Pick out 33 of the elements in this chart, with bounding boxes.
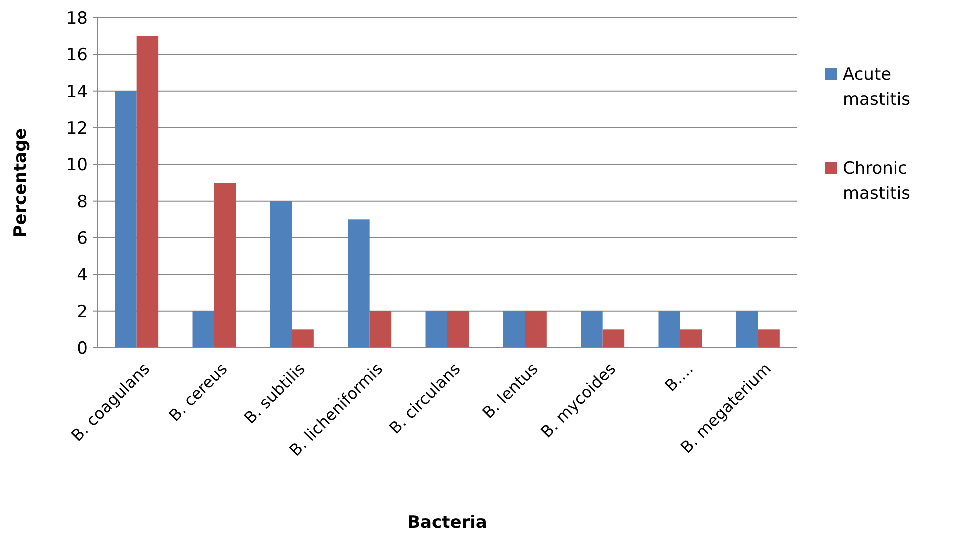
bar (192, 311, 214, 348)
bar (658, 311, 680, 348)
bar (426, 311, 448, 348)
bar (214, 183, 236, 348)
bar (503, 311, 526, 348)
y-tick-label: 10 (66, 156, 88, 176)
bar (370, 311, 392, 348)
y-tick-label: 16 (66, 46, 88, 66)
bar (448, 311, 470, 348)
y-tick-label: 14 (66, 82, 88, 102)
y-tick-label: 8 (77, 192, 88, 212)
y-axis-title: Percentage (11, 128, 31, 238)
y-tick-label: 12 (66, 118, 88, 139)
y-tick-label: 4 (77, 266, 88, 286)
y-tick-label: 6 (77, 228, 88, 249)
bar (602, 330, 625, 348)
bar (136, 36, 159, 348)
bar (348, 220, 370, 348)
bar (525, 311, 547, 348)
bar (736, 311, 758, 348)
x-axis-title: Bacteria (408, 513, 488, 533)
y-tick-label: 18 (66, 8, 88, 29)
legend-label: Chronic mastitis (843, 158, 911, 204)
bar (270, 201, 292, 348)
legend-label: Acute mastitis (843, 64, 911, 110)
bar (680, 330, 702, 348)
bar (758, 330, 780, 348)
bar (292, 330, 314, 348)
x-tick-label: B.… (661, 359, 698, 396)
y-tick-label: 2 (77, 302, 88, 322)
bar (115, 91, 137, 348)
bar (581, 311, 603, 348)
y-tick-label: 0 (77, 338, 88, 359)
